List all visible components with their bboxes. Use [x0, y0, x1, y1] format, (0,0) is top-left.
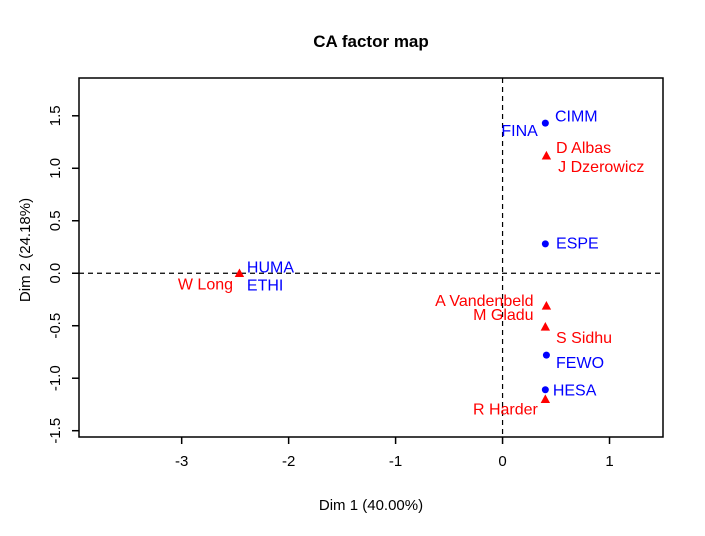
point-label: S Sidhu: [556, 330, 612, 347]
point-label: A Vandenbeld: [435, 293, 533, 310]
data-point-triangle: [540, 321, 551, 331]
y-tick-label: 0.5: [47, 210, 64, 231]
x-axis-label: Dim 1 (40.00%): [319, 497, 423, 514]
point-label: J Dzerowicz: [558, 159, 644, 176]
plot-area: -3 -2 -1 0 1 -1.5 -1.0 -0.5 0.0 0.5 1.0 1.5 CIMM FINA…: [47, 77, 664, 470]
point-label: CIMM: [555, 108, 598, 125]
point-label: D Albas: [556, 140, 611, 157]
y-tick-label: -1.5: [47, 418, 64, 444]
x-tick-label: -2: [282, 453, 295, 470]
y-tick-label: 1.0: [47, 158, 64, 179]
y-tick-label: 0.0: [47, 263, 64, 284]
point-label: ESPE: [556, 235, 599, 252]
data-point-triangle: [541, 300, 552, 310]
point-label: HESA: [553, 382, 597, 399]
data-point-circle: [541, 386, 549, 394]
y-axis-label: Dim 2 (24.18%): [17, 198, 34, 302]
point-label: FINA: [501, 123, 538, 140]
point-label: ETHI: [247, 277, 283, 294]
x-tick-label: -1: [389, 453, 402, 470]
point-label: R Harder: [473, 401, 539, 418]
point-label: W Long: [178, 276, 233, 293]
data-point-circle: [541, 240, 549, 248]
point-label: FEWO: [556, 355, 604, 372]
x-tick-label: 1: [605, 453, 613, 470]
data-point-triangle: [541, 150, 552, 160]
y-tick-label: -1.0: [47, 365, 64, 391]
point-label: M Gladu: [473, 307, 533, 324]
data-point-circle: [542, 351, 550, 359]
plot-frame: [78, 77, 664, 438]
x-tick-label: -3: [175, 453, 188, 470]
data-point-circle: [541, 119, 549, 127]
chart-title: CA factor map: [313, 32, 429, 51]
y-tick-label: 1.5: [47, 105, 64, 126]
data-point-triangle: [540, 394, 551, 404]
data-point-triangle: [234, 268, 245, 278]
point-label: HUMA: [247, 260, 294, 277]
x-tick-label: 0: [498, 453, 506, 470]
y-tick-label: -0.5: [47, 313, 64, 339]
